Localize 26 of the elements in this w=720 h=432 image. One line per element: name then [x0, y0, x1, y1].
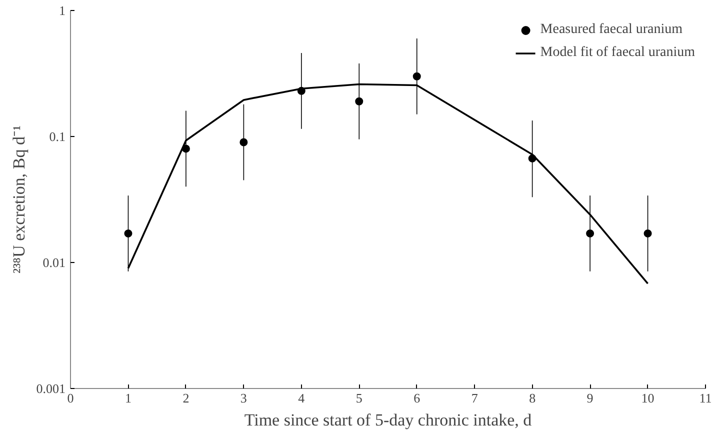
x-tick-label: 7	[471, 390, 478, 406]
x-tick-label: 9	[586, 390, 594, 406]
y-tick-label: 0.01	[42, 255, 66, 270]
legend-label: Model fit of faecal uranium	[540, 45, 695, 61]
x-tick-label: 0	[67, 390, 74, 406]
point	[355, 97, 364, 106]
y-tick-label: 0.1	[49, 129, 66, 144]
x-tick-label: 3	[240, 390, 247, 406]
x-tick-label: 4	[298, 390, 306, 406]
legend-label: Measured faecal uranium	[540, 22, 683, 38]
point	[240, 138, 248, 146]
y-tick-label: 1	[59, 3, 66, 18]
x-tick-label: 8	[529, 390, 536, 406]
y-axis-title: ²³⁸U excretion, Bq d⁻¹	[9, 125, 28, 274]
x-tick-label: 1	[124, 390, 132, 406]
point	[124, 229, 132, 238]
point	[412, 72, 421, 80]
x-tick-label: 5	[356, 390, 362, 406]
point	[586, 229, 594, 238]
x-tick-label: 11	[699, 390, 712, 406]
x-tick-label: 6	[414, 390, 421, 406]
y-tick-label: 0.001	[36, 381, 66, 396]
x-axis-title: Time since start of 5-day chronic intake, d	[244, 410, 532, 430]
x-tick-label: 10	[641, 390, 654, 406]
point	[644, 229, 652, 238]
x-tick-label: 2	[182, 390, 190, 406]
